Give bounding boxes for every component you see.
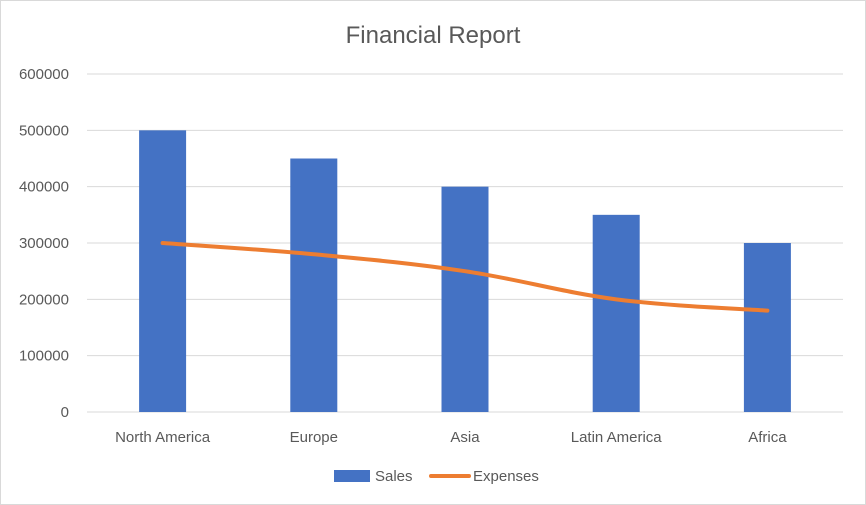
x-tick-label: North America <box>115 429 211 446</box>
expenses-line-series <box>160 241 770 313</box>
sales-bars <box>139 130 791 413</box>
y-tick-label: 600000 <box>19 66 69 83</box>
x-tick-label: Africa <box>748 429 787 446</box>
y-tick-label: 100000 <box>19 348 69 365</box>
y-tick-label: 300000 <box>19 235 69 252</box>
y-tick-label: 400000 <box>19 179 69 196</box>
x-tick-label: Asia <box>450 429 480 446</box>
y-tick-label: 500000 <box>19 122 69 139</box>
y-tick-label: 0 <box>61 404 69 421</box>
legend-expenses-label: Expenses <box>473 468 539 485</box>
x-tick-label: Europe <box>290 429 338 446</box>
legend-sales-swatch <box>334 470 370 482</box>
sales-bar <box>592 214 640 412</box>
sales-bar <box>743 243 791 412</box>
sales-bar <box>290 158 338 412</box>
y-tick-label: 200000 <box>19 291 69 308</box>
chart-title: Financial Report <box>346 22 521 49</box>
legend: Sales Expenses <box>334 468 539 485</box>
sales-bar <box>139 130 187 413</box>
sales-bar <box>441 186 489 412</box>
legend-sales-label: Sales <box>375 468 413 485</box>
y-axis-tick-labels: 0 100000 200000 300000 400000 500000 600000 <box>19 66 69 421</box>
x-axis-tick-labels: North America Europe Asia Latin America Afri… <box>115 429 787 446</box>
x-tick-label: Latin America <box>571 429 663 446</box>
